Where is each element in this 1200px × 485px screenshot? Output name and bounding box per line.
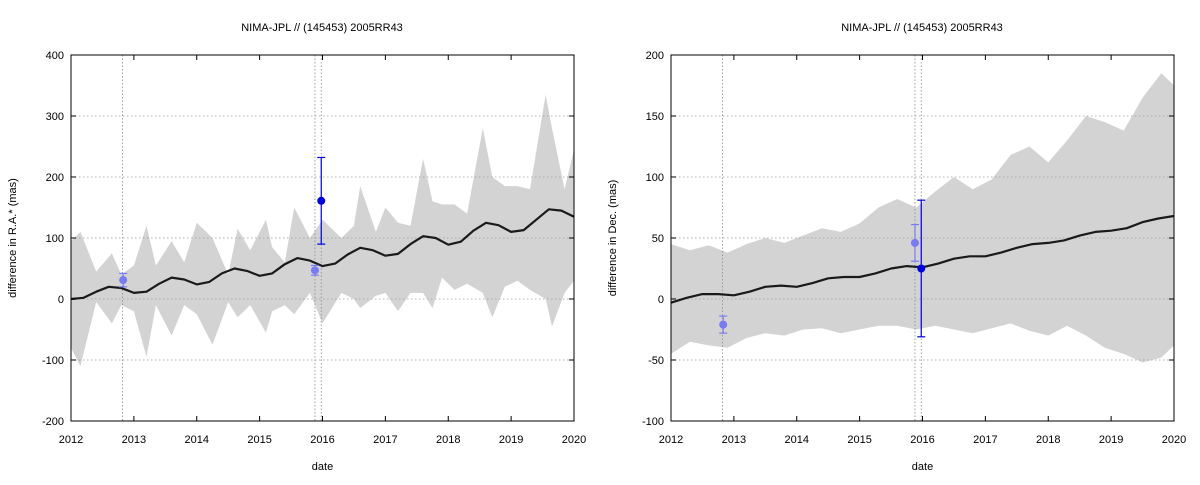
x-tick-label: 2016 xyxy=(910,434,934,446)
x-tick-label: 2018 xyxy=(436,434,460,446)
y-tick-label: 200 xyxy=(646,50,664,62)
x-axis-label: date xyxy=(912,461,933,473)
y-tick-label: -50 xyxy=(648,355,664,367)
chart-title: NIMA-JPL // (145453) 2005RR43 xyxy=(841,22,1003,34)
x-tick-label: 2014 xyxy=(785,434,809,446)
x-tick-label: 2015 xyxy=(847,434,871,446)
x-tick-label: 2019 xyxy=(499,434,523,446)
chart-panel-2: 2012 2013 2014 2015 2016 2017 2018 2019 2020 -100… xyxy=(607,22,1186,473)
y-tick-label: -100 xyxy=(642,416,664,428)
y-tick-label: -200 xyxy=(42,416,64,428)
y-tick-label: 50 xyxy=(652,233,664,245)
y-tick-label: 200 xyxy=(46,172,64,184)
x-tick-label: 2013 xyxy=(722,434,746,446)
y-tick-label: 0 xyxy=(58,294,64,306)
y-tick-label: 0 xyxy=(658,294,664,306)
x-tick-label: 2013 xyxy=(122,434,146,446)
observation-point xyxy=(310,266,319,275)
y-axis-label: difference in Dec. (mas) xyxy=(607,180,619,297)
y-tick-label: 100 xyxy=(646,172,664,184)
x-tick-label: 2015 xyxy=(247,434,271,446)
x-axis-label: date xyxy=(312,461,333,473)
chart-title: NIMA-JPL // (145453) 2005RR43 xyxy=(241,22,403,34)
y-tick-label: 150 xyxy=(646,111,664,123)
x-tick-label: 2020 xyxy=(1162,434,1186,446)
x-tick-label: 2018 xyxy=(1036,434,1060,446)
y-tick-label: -100 xyxy=(42,355,64,367)
observation-point xyxy=(119,276,128,285)
x-tick-label: 2016 xyxy=(310,434,334,446)
x-tick-label: 2020 xyxy=(562,434,586,446)
y-tick-label: 300 xyxy=(46,111,64,123)
y-tick-label: 100 xyxy=(46,233,64,245)
y-axis-label: difference in R.A.* (mas) xyxy=(7,178,19,298)
x-tick-label: 2019 xyxy=(1099,434,1123,446)
observation-point xyxy=(910,238,919,247)
observation-point xyxy=(917,264,926,273)
chart-panel-1: 2012 2013 2014 2015 2016 2017 2018 2019 2020 -200… xyxy=(7,22,586,473)
x-tick-label: 2012 xyxy=(59,434,83,446)
observation-point xyxy=(317,196,326,205)
prediction-line xyxy=(71,208,574,301)
x-tick-label: 2017 xyxy=(973,434,997,446)
observation-point xyxy=(719,320,728,329)
x-tick-label: 2014 xyxy=(185,434,209,446)
y-tick-label: 400 xyxy=(46,50,64,62)
x-tick-label: 2017 xyxy=(373,434,397,446)
uncertainty-band xyxy=(671,73,1174,363)
uncertainty-band xyxy=(71,94,574,367)
x-tick-label: 2012 xyxy=(659,434,683,446)
